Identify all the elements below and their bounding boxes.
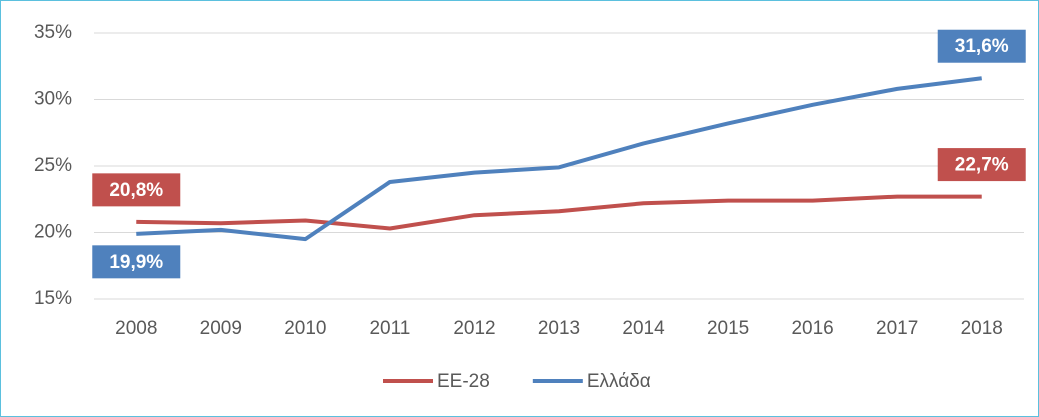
x-tick-label: 2016 <box>791 318 833 339</box>
x-tick-label: 2013 <box>538 318 580 339</box>
x-tick-label: 2011 <box>369 318 410 339</box>
line <box>136 194 982 231</box>
x-tick-label: 2012 <box>453 318 495 339</box>
value-label: 19,9% <box>109 252 163 273</box>
y-tick-label: 20% <box>34 222 72 243</box>
y-tick-label: 30% <box>34 89 72 110</box>
value-label: 31,6% <box>955 36 1009 57</box>
legend-label: Ελλάδα <box>587 371 651 392</box>
value-label: 22,7% <box>955 155 1009 176</box>
value-label-box <box>937 29 1026 63</box>
line <box>136 76 982 242</box>
value-label: 20,8% <box>109 180 163 201</box>
y-tick-label: 35% <box>34 22 72 43</box>
y-tick-label: 25% <box>34 155 72 176</box>
value-label-box <box>937 148 1026 182</box>
legend-label: ΕΕ-28 <box>437 371 490 392</box>
x-tick-label: 2014 <box>622 318 665 339</box>
x-tick-label: 2018 <box>961 318 1003 339</box>
y-tick-label: 15% <box>34 288 72 309</box>
value-label-box <box>92 245 181 279</box>
x-tick-label: 2015 <box>707 318 749 339</box>
value-label-box <box>92 173 181 207</box>
x-tick-label: 2009 <box>200 318 242 339</box>
x-tick-label: 2010 <box>284 318 326 339</box>
x-tick-label: 2008 <box>115 318 157 339</box>
x-tick-label: 2017 <box>876 318 918 339</box>
